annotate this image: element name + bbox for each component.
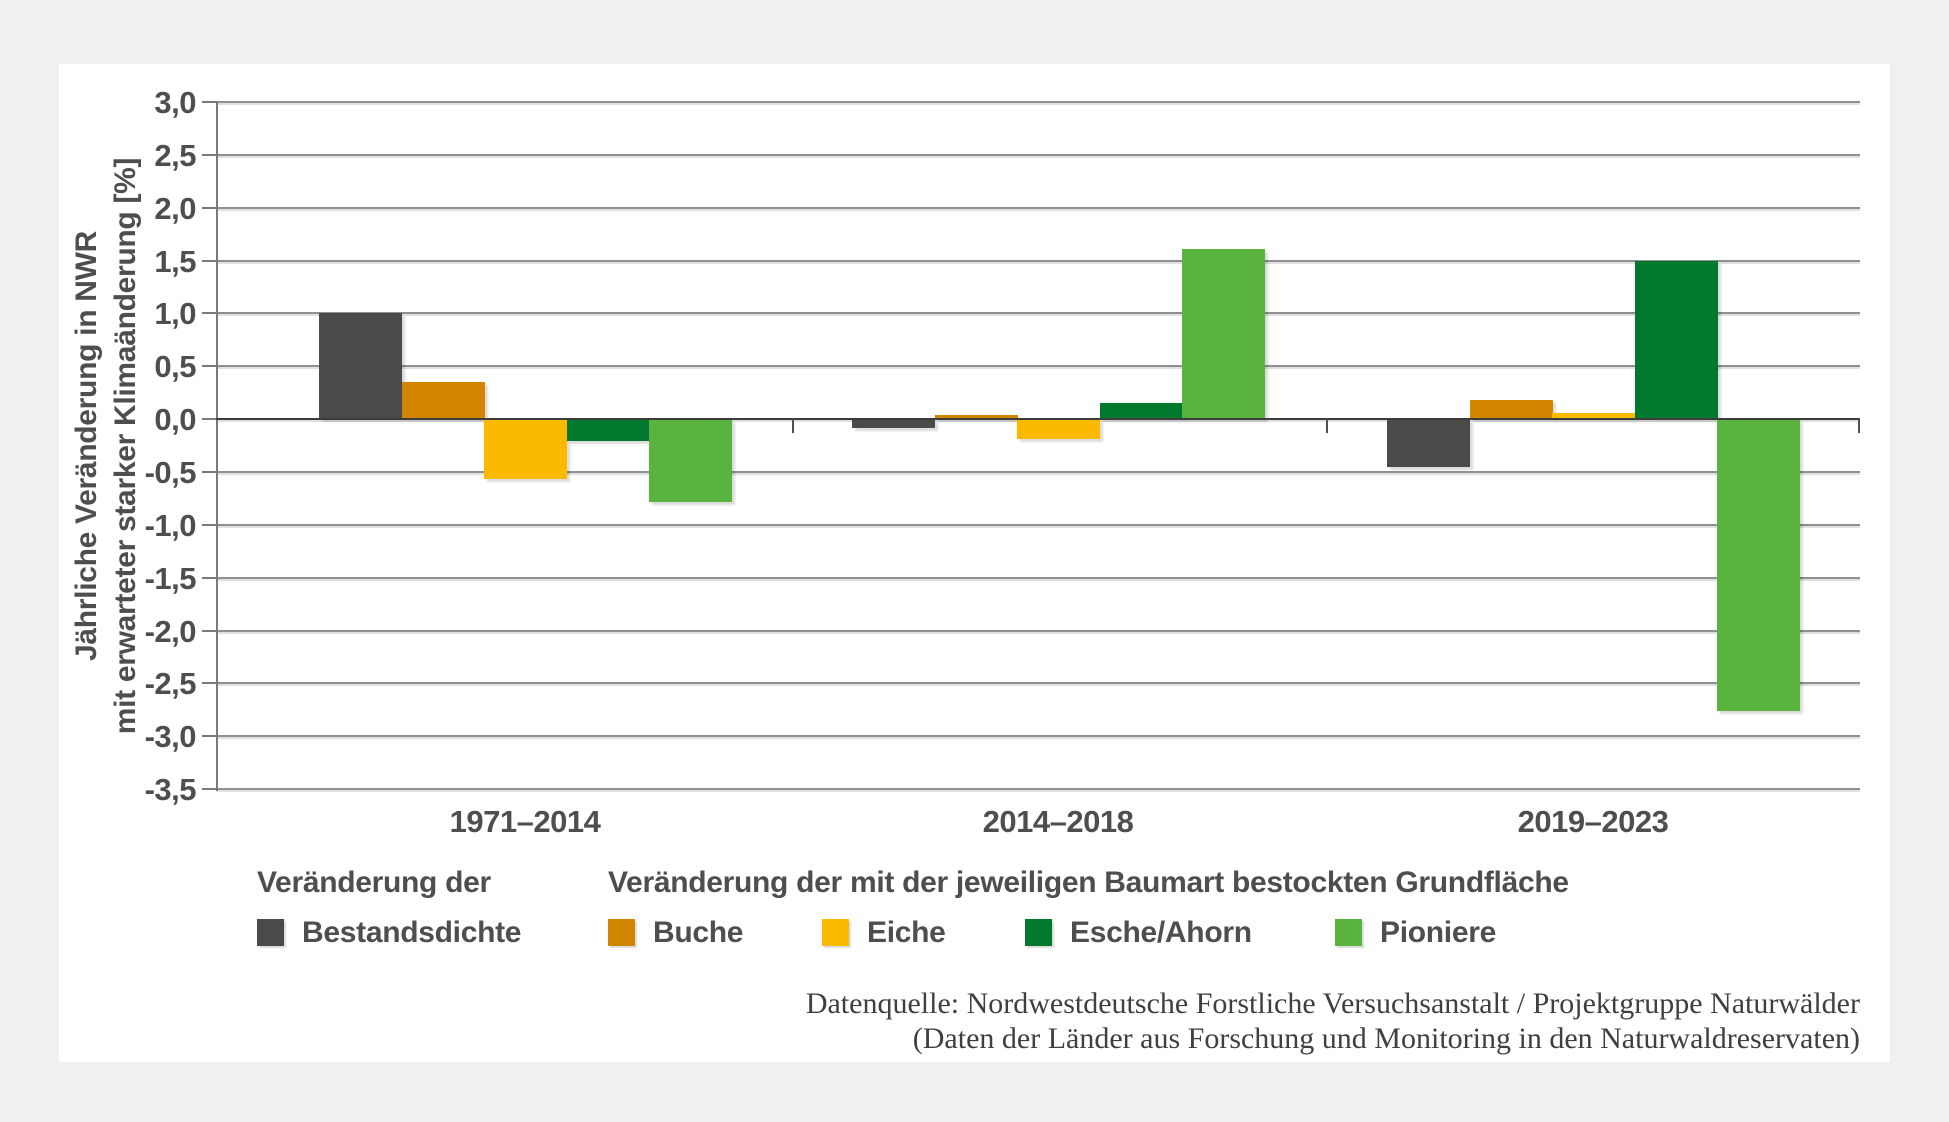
y-axis-title-line2: mit erwarteter starker Klimaänderung [%] <box>109 157 142 735</box>
y-tick-label: -2,5 <box>144 666 197 702</box>
bar-esche-ahorn-2019-2023 <box>1635 260 1718 420</box>
x-axis-label: 2019–2023 <box>1517 804 1669 839</box>
y-tick-mark <box>202 206 216 209</box>
bar-pioniere-1971-2014 <box>649 419 732 502</box>
y-tick-mark <box>202 682 216 685</box>
y-tick-label: 0,0 <box>154 402 196 438</box>
gridline <box>216 206 1860 209</box>
gridline <box>216 629 1860 632</box>
y-tick-label: 2,5 <box>154 137 196 173</box>
legend-swatch-bestandsdichte <box>257 919 284 946</box>
gridline <box>216 365 1860 368</box>
gridline <box>216 153 1860 156</box>
bar-buche-2019-2023 <box>1470 400 1553 420</box>
gridline <box>216 523 1860 526</box>
data-source-note: Datenquelle: Nordwestdeutsche Forstliche… <box>806 986 1860 1056</box>
gridline <box>216 682 1860 685</box>
y-tick-mark <box>202 312 216 315</box>
legend-swatch-esche-ahorn <box>1025 919 1052 946</box>
bar-buche-2014-2018 <box>935 414 1018 420</box>
y-tick-label: 0,5 <box>154 349 196 385</box>
y-tick-mark <box>202 470 216 473</box>
y-tick-label: 1,0 <box>154 296 196 332</box>
y-tick-mark <box>202 576 216 579</box>
zero-line <box>216 418 1860 420</box>
legend-label-eiche: Eiche <box>867 916 946 949</box>
bar-esche-ahorn-1971-2014 <box>567 419 650 442</box>
bar-bestandsdichte-2019-2023 <box>1387 419 1470 467</box>
y-tick-label: -1,5 <box>144 560 197 596</box>
legend-label-bestandsdichte: Bestandsdichte <box>302 916 522 949</box>
bar-bestandsdichte-2014-2018 <box>852 419 935 428</box>
bar-eiche-1971-2014 <box>484 419 567 480</box>
gridline <box>216 576 1860 579</box>
y-axis-title: Jährliche Veränderung in NWR mit erwarte… <box>67 158 145 735</box>
legend-swatch-eiche <box>822 919 849 946</box>
gridline <box>216 312 1860 315</box>
y-tick-mark <box>202 788 216 791</box>
legend-swatch-pioniere <box>1335 919 1362 946</box>
y-tick-label: -0,5 <box>144 454 197 490</box>
data-source-line2: (Daten der Länder aus Forschung und Moni… <box>912 1022 1860 1056</box>
y-axis-title-line1: Jährliche Veränderung in NWR <box>70 230 103 662</box>
gridline <box>216 259 1860 262</box>
gridline <box>216 735 1860 738</box>
y-tick-mark <box>202 735 216 738</box>
y-tick-label: 2,0 <box>154 190 196 226</box>
bar-pioniere-2014-2018 <box>1182 248 1265 420</box>
legend-header-density: Veränderung der <box>257 866 491 899</box>
y-tick-label: -3,0 <box>144 719 197 755</box>
y-tick-label: 1,5 <box>154 243 196 279</box>
bar-eiche-2014-2018 <box>1017 419 1100 440</box>
bar-eiche-2019-2023 <box>1552 412 1635 420</box>
data-source-line1: Datenquelle: Nordwestdeutsche Forstliche… <box>805 987 1860 1020</box>
legend-label-esche-ahorn: Esche/Ahorn <box>1070 916 1252 949</box>
x-tick-mark <box>1858 419 1860 433</box>
gridline <box>216 101 1860 103</box>
y-axis-line <box>216 101 218 791</box>
x-tick-mark <box>792 419 794 433</box>
y-tick-mark <box>202 365 216 368</box>
y-tick-mark <box>202 259 216 262</box>
legend-label-buche: Buche <box>653 916 744 949</box>
y-tick-mark <box>202 101 216 103</box>
chart-panel <box>59 64 1890 1062</box>
legend-header-basal-area: Veränderung der mit der jeweiligen Bauma… <box>608 866 1569 899</box>
y-tick-mark <box>202 629 216 632</box>
y-tick-label: -3,5 <box>144 772 197 808</box>
y-tick-mark <box>202 523 216 526</box>
legend-label-pioniere: Pioniere <box>1380 916 1496 949</box>
bar-buche-1971-2014 <box>402 382 485 420</box>
y-tick-mark <box>202 153 216 156</box>
x-axis-label: 1971–2014 <box>449 804 601 839</box>
bar-esche-ahorn-2014-2018 <box>1100 403 1183 420</box>
x-tick-mark <box>1326 419 1328 433</box>
y-tick-mark <box>202 418 216 421</box>
y-tick-label: -2,0 <box>144 613 197 649</box>
gridline <box>216 470 1860 473</box>
bar-bestandsdichte-1971-2014 <box>319 313 402 420</box>
gridline <box>216 788 1860 791</box>
y-tick-label: -1,0 <box>144 507 197 543</box>
y-tick-label: 3,0 <box>154 85 196 120</box>
x-axis-label: 2014–2018 <box>982 804 1134 839</box>
legend-swatch-buche <box>608 919 635 946</box>
bar-pioniere-2019-2023 <box>1717 419 1800 711</box>
